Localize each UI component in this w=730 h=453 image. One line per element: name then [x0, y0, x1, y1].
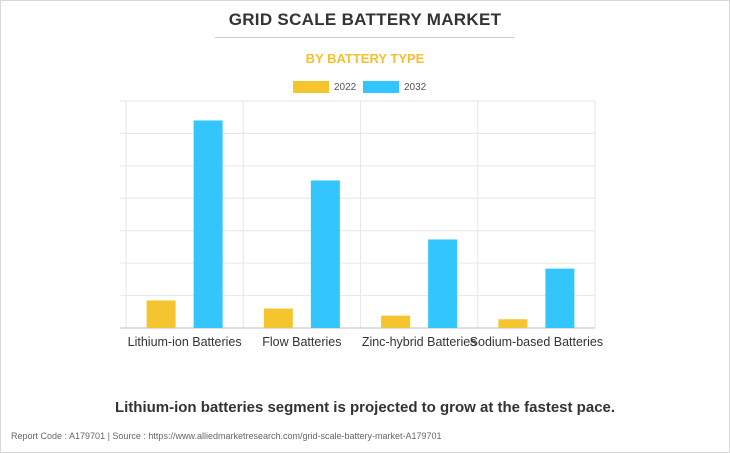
- bar-2032-sodium-based-batteries: [545, 268, 575, 328]
- legend-label-2032: 2032: [404, 81, 427, 93]
- bar-2032-flow-batteries: [310, 180, 340, 328]
- bar-2022-lithium-ion-batteries: [146, 300, 176, 328]
- x-tick-label: Zinc-hybrid Batteries: [362, 335, 477, 349]
- legend-item-2022[interactable]: 2022: [293, 80, 356, 94]
- legend-label-2022: 2022: [334, 81, 357, 93]
- report-source: Report Code : A179701 | Source : https:/…: [11, 431, 442, 441]
- legend: 2022 2032: [0, 80, 730, 94]
- bar-2022-sodium-based-batteries: [498, 319, 528, 328]
- x-tick-label: Sodium-based Batteries: [470, 335, 603, 349]
- x-tick-label: Lithium-ion Batteries: [128, 335, 242, 349]
- legend-swatch-2032: [363, 81, 399, 93]
- bar-2022-zinc-hybrid-batteries: [381, 315, 411, 328]
- bar-2032-lithium-ion-batteries: [193, 120, 223, 328]
- summary-headline: Lithium-ion batteries segment is project…: [114, 399, 616, 416]
- title-divider: [215, 37, 515, 38]
- chart-subtitle: BY BATTERY TYPE: [305, 51, 425, 66]
- legend-swatch-2022: [293, 81, 329, 93]
- x-tick-label: Flow Batteries: [262, 335, 341, 349]
- legend-item-2032[interactable]: 2032: [363, 80, 426, 94]
- bar-2022-flow-batteries: [263, 308, 293, 328]
- chart-title: GRID SCALE BATTERY MARKET: [228, 10, 502, 29]
- bar-2032-zinc-hybrid-batteries: [428, 239, 458, 328]
